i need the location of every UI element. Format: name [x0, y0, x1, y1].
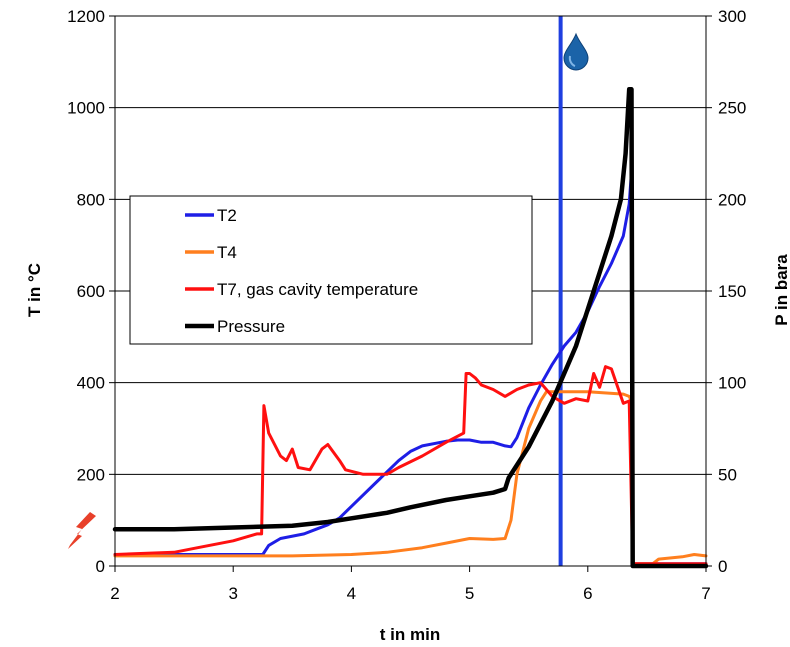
- y-left-tick-label: 400: [77, 374, 105, 393]
- x-tick-label: 5: [465, 584, 474, 603]
- y-right-tick-label: 200: [718, 190, 746, 209]
- series-layer: [112, 87, 709, 569]
- ticks-layer: 2 3 4 5 6 70200400600800100012000501001502002…: [67, 7, 746, 603]
- y-axis-left-title: T in °C: [25, 263, 44, 317]
- series-line-2: [113, 365, 708, 566]
- y-axis-right-title: P in bara: [772, 254, 790, 326]
- y-left-tick-label: 600: [77, 282, 105, 301]
- y-left-tick-label: 800: [77, 190, 105, 209]
- y-right-tick-label: 150: [718, 282, 746, 301]
- y-right-tick-label: 50: [718, 465, 737, 484]
- series-line-3: [112, 87, 709, 569]
- legend-box: [129, 195, 533, 345]
- y-left-tick-label: 1000: [67, 99, 105, 118]
- legend: T2 T4 T7, gas cavity temperature Pressure: [129, 195, 533, 345]
- series-line-1: [113, 390, 708, 566]
- y-right-tick-label: 300: [718, 7, 746, 26]
- water-drop-icon: [563, 32, 589, 71]
- series-line-0: [113, 170, 708, 566]
- legend-label: T7, gas cavity temperature: [217, 280, 418, 299]
- legend-label: Pressure: [217, 317, 285, 336]
- x-tick-label: 4: [347, 584, 356, 603]
- legend-label: T2: [217, 206, 237, 225]
- y-left-tick-label: 200: [77, 465, 105, 484]
- legend-label: T4: [217, 243, 237, 262]
- x-tick-label: 3: [228, 584, 237, 603]
- y-left-tick-label: 1200: [67, 7, 105, 26]
- y-left-tick-label: 0: [96, 557, 105, 576]
- x-tick-label: 7: [701, 584, 710, 603]
- x-tick-label: 6: [583, 584, 592, 603]
- y-right-tick-label: 0: [718, 557, 727, 576]
- x-tick-label: 2: [110, 584, 119, 603]
- x-axis-title: t in min: [380, 625, 440, 644]
- lightning-icon: [68, 512, 96, 549]
- y-right-tick-label: 250: [718, 99, 746, 118]
- y-right-tick-label: 100: [718, 374, 746, 393]
